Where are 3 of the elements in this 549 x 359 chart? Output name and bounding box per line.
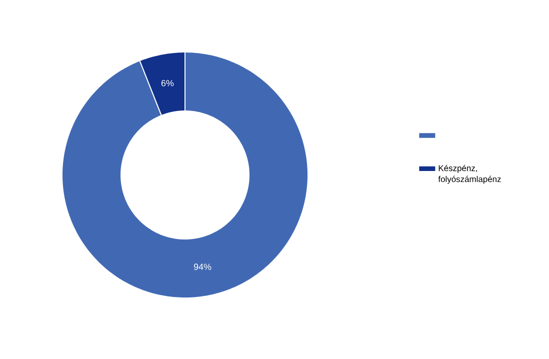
legend-label: Készpénz, folyószámlapénz xyxy=(438,164,501,184)
data-label: 94% xyxy=(194,264,212,270)
data-label: 6% xyxy=(161,80,174,86)
